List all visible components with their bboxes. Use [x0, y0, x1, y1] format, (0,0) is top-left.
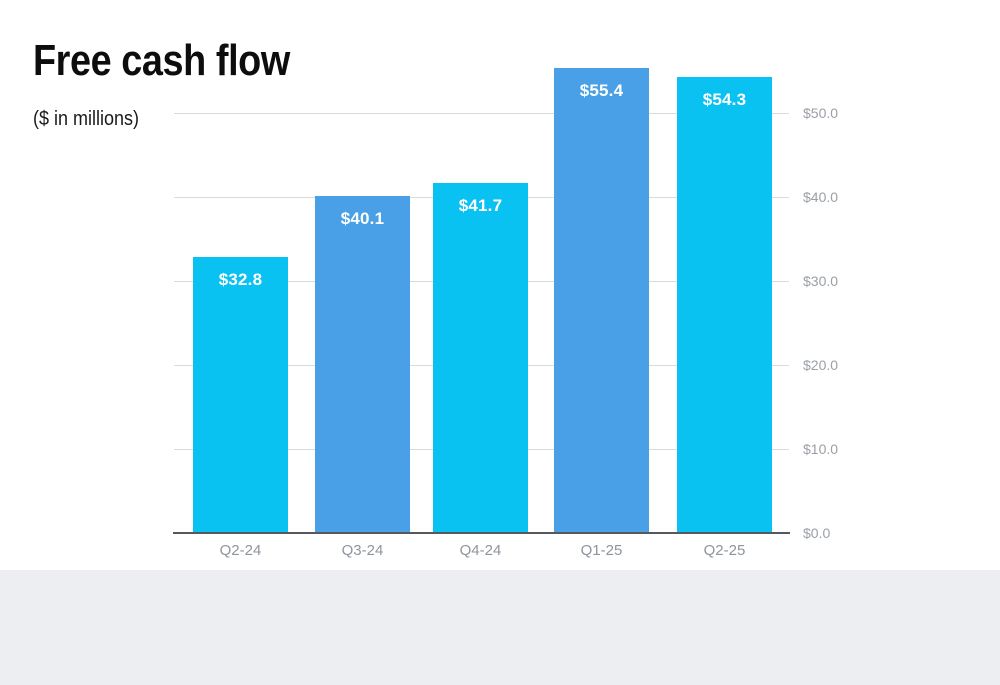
x-axis-category-label: Q4-24 [459, 542, 502, 559]
bar-value-label: $40.1 [340, 209, 385, 229]
footer: freshworks We define free cash flow as n… [0, 570, 1000, 685]
page-title: Free cash flow [33, 36, 290, 85]
y-axis-tick-label: $30.0 [803, 273, 839, 289]
y-axis-tick-label: $40.0 [803, 189, 839, 205]
gridline-50 [174, 113, 789, 114]
free-cash-flow-bar-chart: $50.0 $40.0 $30.0 $20.0 $10.0 $0.0 $32.8 $40.1 $… [173, 67, 839, 559]
x-axis-baseline [173, 532, 790, 534]
x-axis-category-label: Q2-25 [703, 542, 746, 559]
bar-value-label: $41.7 [458, 195, 503, 215]
bar-Q4-24: $41.7 [433, 182, 528, 533]
bar-value-label: $32.8 [218, 270, 263, 290]
x-axis-category-label: Q1-25 [580, 542, 623, 559]
bar-value-label: $54.3 [702, 89, 747, 109]
bar-Q2-25: $54.3 [677, 76, 772, 533]
y-axis-tick-label: $10.0 [803, 441, 839, 457]
y-axis-tick-label: $50.0 [803, 105, 839, 121]
bar-Q2-24: $32.8 [193, 257, 288, 533]
x-axis-category-label: Q2-24 [219, 542, 262, 559]
page-subtitle: ($ in millions) [33, 108, 140, 130]
y-axis-tick-label: $20.0 [803, 357, 839, 373]
bar-Q3-24: $40.1 [315, 196, 410, 533]
y-axis-tick-label: $0.0 [803, 525, 831, 541]
bar-value-label: $55.4 [579, 80, 624, 100]
bar-Q1-25: $55.4 [554, 67, 649, 533]
x-axis-category-label: Q3-24 [341, 542, 384, 559]
